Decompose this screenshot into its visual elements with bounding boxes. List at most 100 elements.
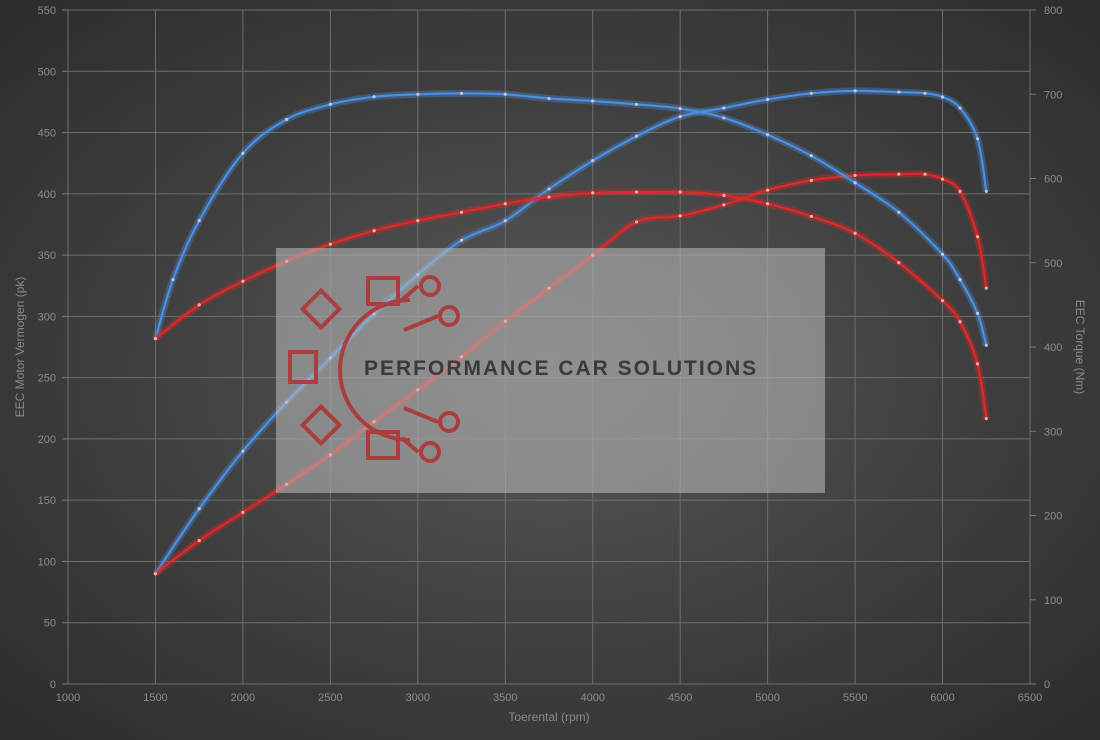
x-tick-label: 5000 xyxy=(755,692,779,704)
data-point xyxy=(722,193,726,197)
data-point xyxy=(853,173,857,178)
data-point xyxy=(634,220,639,224)
data-point xyxy=(809,91,813,95)
y-left-tick-label: 400 xyxy=(38,189,56,201)
data-point xyxy=(459,91,464,96)
data-point xyxy=(241,279,245,283)
y-right-tick-label: 0 xyxy=(1044,679,1050,691)
data-point xyxy=(984,189,988,193)
y-left-tick-label: 50 xyxy=(44,618,56,630)
data-point xyxy=(459,238,464,242)
y-right-tick-label: 300 xyxy=(1044,426,1062,438)
data-point xyxy=(416,92,420,96)
x-tick-label: 2500 xyxy=(318,692,342,704)
data-point xyxy=(591,99,595,103)
data-point xyxy=(459,210,464,214)
data-point xyxy=(975,235,980,239)
gear-circuit-icon xyxy=(288,275,460,463)
data-point xyxy=(722,116,726,120)
watermark: PERFORMANCE CAR SOLUTIONS xyxy=(276,248,825,493)
data-point xyxy=(958,189,962,193)
y-left-tick-label: 200 xyxy=(38,434,56,446)
data-point xyxy=(416,219,420,223)
data-point xyxy=(678,190,682,194)
data-point xyxy=(766,133,770,137)
data-point xyxy=(940,177,945,181)
data-point xyxy=(897,172,901,176)
data-point xyxy=(766,188,770,192)
data-point xyxy=(503,219,507,223)
data-point xyxy=(372,95,376,99)
watermark-text: PERFORMANCE CAR SOLUTIONS xyxy=(364,357,758,380)
data-point xyxy=(984,286,988,290)
data-point xyxy=(153,336,158,341)
data-point xyxy=(809,178,813,182)
data-point xyxy=(853,231,857,235)
x-tick-label: 6000 xyxy=(930,692,954,704)
x-tick-label: 5500 xyxy=(843,692,867,704)
data-point xyxy=(634,190,639,194)
data-point xyxy=(547,195,551,199)
data-point xyxy=(940,95,945,99)
data-point xyxy=(923,91,927,95)
data-point xyxy=(975,362,980,366)
y-left-tick-label: 300 xyxy=(38,311,56,323)
data-point xyxy=(923,172,927,176)
data-point xyxy=(722,203,726,207)
data-point xyxy=(975,311,980,315)
data-point xyxy=(940,252,945,256)
y-right-tick-label: 100 xyxy=(1044,595,1062,607)
y-left-tick-label: 550 xyxy=(38,5,56,17)
data-point xyxy=(241,151,245,155)
x-tick-label: 1500 xyxy=(143,692,167,704)
data-point xyxy=(809,154,813,158)
data-point xyxy=(940,299,945,303)
y-right-tick-label: 800 xyxy=(1044,5,1062,17)
data-point xyxy=(503,92,507,96)
data-point xyxy=(634,102,639,106)
data-point xyxy=(328,242,332,246)
x-axis-title: Toerental (rpm) xyxy=(508,710,589,724)
data-point xyxy=(853,181,857,185)
y-right-tick-label: 600 xyxy=(1044,174,1062,186)
y-left-tick-label: 0 xyxy=(50,679,56,691)
x-tick-label: 2000 xyxy=(231,692,255,704)
data-point xyxy=(897,261,901,265)
data-point xyxy=(678,214,682,218)
data-point xyxy=(241,510,245,515)
data-point xyxy=(766,202,770,206)
y-left-axis-title: EEC Motor Vermogen (pk) xyxy=(13,277,27,418)
data-point xyxy=(241,449,245,453)
x-tick-label: 4000 xyxy=(580,692,604,704)
data-point xyxy=(547,187,551,191)
y-left-tick-label: 100 xyxy=(38,556,56,568)
data-point xyxy=(197,539,201,543)
data-point xyxy=(897,210,901,214)
y-right-tick-label: 700 xyxy=(1044,89,1062,101)
x-tick-label: 3000 xyxy=(406,692,430,704)
data-point xyxy=(722,106,726,110)
data-point xyxy=(958,106,962,110)
x-tick-label: 4500 xyxy=(668,692,692,704)
data-point xyxy=(153,572,158,576)
data-point xyxy=(975,137,980,141)
data-point xyxy=(678,106,682,111)
data-point xyxy=(328,102,332,106)
data-point xyxy=(171,278,175,282)
y-right-tick-label: 500 xyxy=(1044,258,1062,270)
data-point xyxy=(197,219,201,223)
y-right-tick-label: 400 xyxy=(1044,342,1062,354)
data-point xyxy=(634,134,639,138)
tick-labels: 1000 1500 2000 2500 3000 3500 4000 4500 5000 5500… xyxy=(38,5,1063,704)
y-left-tick-label: 450 xyxy=(38,128,56,140)
data-point xyxy=(285,117,289,122)
y-left-tick-label: 350 xyxy=(38,250,56,262)
y-right-axis-title: EEC Torque (Nm) xyxy=(1073,300,1087,394)
y-right-tick-label: 200 xyxy=(1044,511,1062,523)
data-point xyxy=(766,97,770,102)
x-tick-label: 6500 xyxy=(1018,692,1042,704)
data-point xyxy=(809,214,813,219)
data-point xyxy=(503,202,507,206)
data-point xyxy=(197,303,201,307)
